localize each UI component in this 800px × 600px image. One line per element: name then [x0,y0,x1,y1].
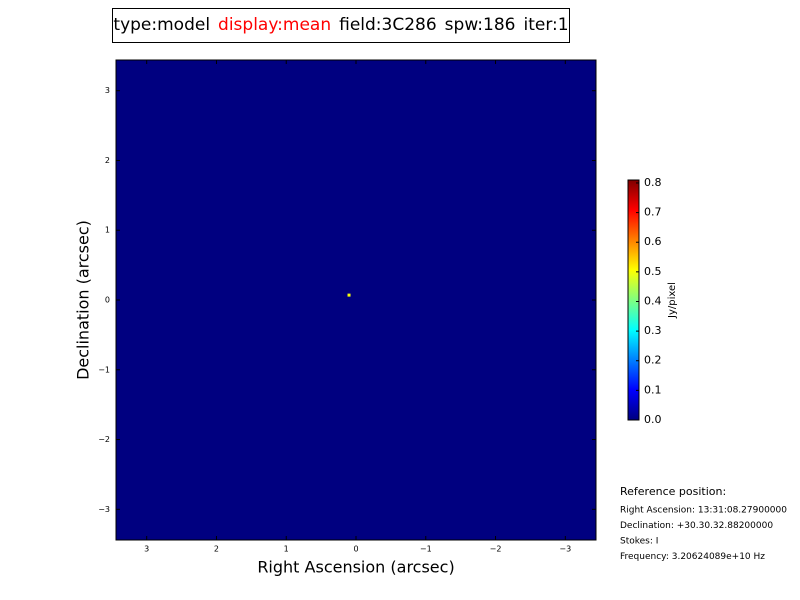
x-tick-label: 1 [284,545,289,554]
colorbar-tick-label: 0.8 [644,176,662,189]
title-part: iter:1 [523,15,568,35]
reference-line: Stokes: I [620,537,658,547]
colorbar-label: Jy/pixel [667,282,678,319]
x-axis-label: Right Ascension (arcsec) [257,558,454,577]
y-tick-label: −3 [98,505,110,514]
colorbar-tick-label: 0.2 [644,354,662,367]
colorbar-tick-label: 0.4 [644,294,662,307]
x-tick-label: 2 [214,545,219,554]
image-pixel [347,293,351,297]
title-box [112,8,570,43]
y-tick-label: 0 [105,296,110,305]
title-part: type:model [113,15,210,35]
colorbar-tick-label: 0.3 [644,324,662,337]
colorbar-tick-label: 0.5 [644,265,662,278]
colorbar-tick-label: 0.7 [644,206,662,219]
reference-line: Frequency: 3.20624089e+10 Hz [620,552,765,562]
x-tick-label: −3 [559,545,571,554]
reference-line: Declination: +30.30.32.88200000 [620,521,773,531]
y-tick-label: −1 [98,365,110,374]
x-tick-label: 3 [144,545,149,554]
reference-heading: Reference position: [620,485,726,498]
y-axis-label: Declination (arcsec) [74,220,93,380]
y-tick-label: 3 [105,86,110,95]
chart-title: type:model display:mean field:3C286 spw:186… [113,15,568,35]
reference-line: Right Ascension: 13:31:08.27900000 [620,506,787,516]
title-part: spw:186 [445,15,516,35]
x-tick-label: 0 [353,545,358,554]
x-tick-label: −1 [420,545,432,554]
colorbar-tick-label: 0.1 [644,383,662,396]
y-tick-label: 1 [105,226,110,235]
y-tick-label: −2 [98,435,110,444]
colorbar-tick-label: 0.6 [644,235,662,248]
image-background [116,60,596,540]
title-part: display:mean [218,15,331,35]
title-part: field:3C286 [339,15,437,35]
x-tick-label: −2 [490,545,502,554]
colorbar [627,179,640,421]
y-tick-label: 2 [105,156,110,165]
colorbar-tick-label: 0.0 [644,413,662,426]
